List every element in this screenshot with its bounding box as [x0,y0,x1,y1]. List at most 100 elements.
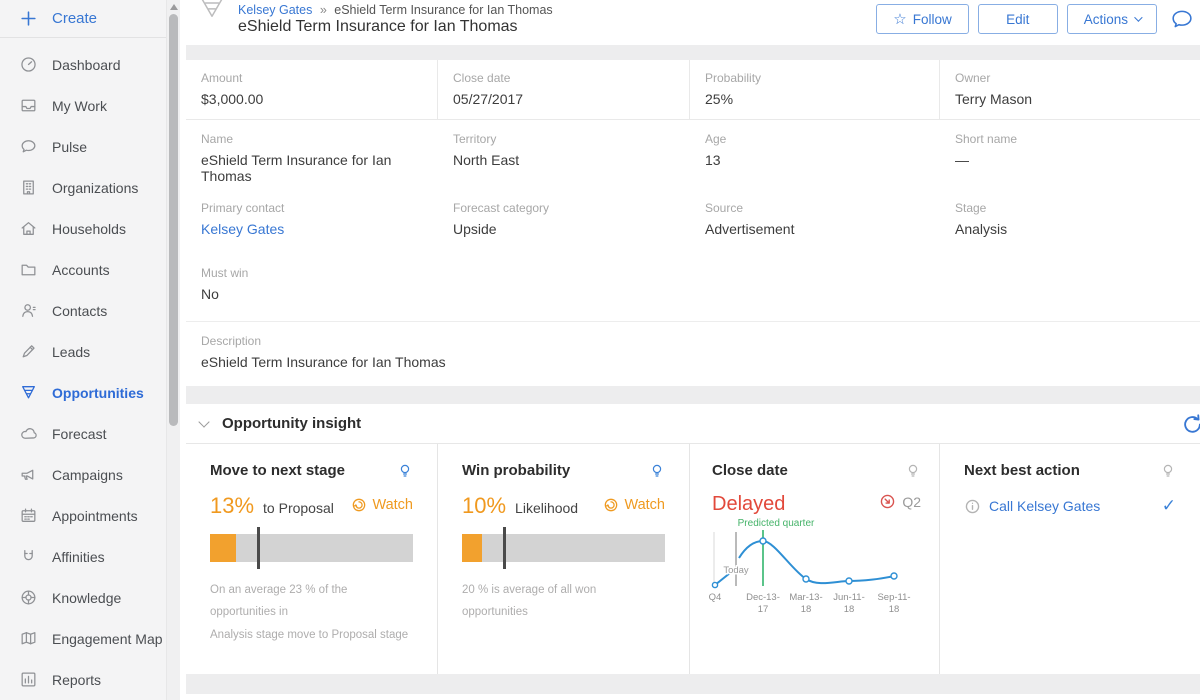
lightbulb-icon [905,463,921,484]
win-percent: 10% [462,493,507,518]
field-name: Name eShield Term Insurance for Ian Thom… [201,132,392,184]
opportunity-funnel-icon [196,0,228,35]
breadcrumb-parent-link[interactable]: Kelsey Gates [238,3,313,17]
sidebar-scrollbar[interactable] [166,0,180,700]
predicted-quarter-label: Predicted quarter [738,518,815,529]
benchmark-marker [502,527,506,569]
sidebar-item-dashboard[interactable]: Dashboard [0,44,166,85]
field-forecast-category: Forecast category Upside [453,201,550,237]
card-win-probability: Win probability 10% Likelihood Watch [438,444,690,674]
insight-title: Opportunity insight [222,415,362,432]
primary-contact-link[interactable]: Kelsey Gates [201,221,285,237]
accept-action-check-icon[interactable]: ✓ [1161,496,1176,515]
collapse-chevron-icon[interactable] [198,415,210,428]
engagement-map-icon [18,629,38,649]
stage-target: to Proposal [263,500,334,516]
card-title: Win probability [462,462,571,479]
contacts-icon [18,301,38,321]
insight-header: Opportunity insight [186,404,1200,444]
card-footnote: 20 % is average of all won opportunities [462,584,597,619]
sidebar-item-opportunities[interactable]: Opportunities [0,372,166,413]
card-title: Next best action [964,462,1080,479]
close-date-status: Delayed [712,493,786,515]
field-short-name: Short name — [955,132,1018,168]
plus-icon [18,9,38,29]
insight-cards: Move to next stage 13% to Proposal Watch [186,444,1200,674]
svg-text:Mar-13-: Mar-13- [789,592,822,603]
my-work-icon [18,96,38,116]
dashboard-icon [18,55,38,75]
win-progress-bar [462,527,665,569]
sidebar-item-contacts[interactable]: Contacts [0,290,166,331]
field-description: Description eShield Term Insurance for I… [186,321,1200,380]
sidebar: Create Dashboard My Work Pulse Organizat… [0,0,166,700]
lightbulb-icon [649,463,665,484]
field-probability: Probability 25% [690,60,940,119]
scrollbar-up-arrow[interactable] [170,4,178,10]
quarter-badge: Q2 [902,493,921,510]
watch-button[interactable]: Watch [603,497,665,513]
sidebar-item-reports[interactable]: Reports [0,659,166,700]
sidebar-item-engagement-map[interactable]: Engagement Map [0,618,166,659]
chat-icon[interactable] [1169,7,1194,32]
stage-percent: 13% [210,493,255,518]
opportunities-icon [18,383,38,403]
sidebar-item-affinities[interactable]: Affinities [0,536,166,577]
leads-icon [18,342,38,362]
sidebar-item-accounts[interactable]: Accounts [0,249,166,290]
chevron-down-icon [1134,13,1143,22]
card-title: Close date [712,462,788,479]
affinities-icon [18,547,38,567]
card-next-best-action: Next best action Call Kelsey Gates ✓ [940,444,1200,674]
field-must-win: Must win No [201,266,249,302]
svg-text:Jun-11-: Jun-11- [833,592,865,603]
sidebar-item-households[interactable]: Households [0,208,166,249]
sidebar-item-forecast[interactable]: Forecast [0,413,166,454]
card-close-date: Close date Delayed Q2 Predicted [690,444,940,674]
card-move-to-next-stage: Move to next stage 13% to Proposal Watch [186,444,438,674]
svg-text:Dec-13-: Dec-13- [746,592,780,603]
progress-fill [462,534,483,562]
progress-fill [210,534,237,562]
watch-button[interactable]: Watch [351,497,413,513]
create-label: Create [52,10,98,27]
next-action-link[interactable]: Call Kelsey Gates [989,498,1101,514]
opportunity-insight-section: Opportunity insight Move to next stage 1… [186,404,1200,674]
refresh-icon[interactable] [1181,413,1200,441]
delayed-trend-icon [879,493,896,510]
svg-text:Q4: Q4 [709,592,722,603]
page-title: eShield Term Insurance for Ian Thomas [238,18,518,35]
actions-button[interactable]: Actions [1066,4,1157,34]
sidebar-item-my-work[interactable]: My Work [0,85,166,126]
field-age: Age 13 [705,132,727,168]
sidebar-item-leads[interactable]: Leads [0,331,166,372]
organizations-icon [18,178,38,198]
follow-button[interactable]: ☆ Follow [876,4,969,34]
sidebar-item-pulse[interactable]: Pulse [0,126,166,167]
edit-button[interactable]: Edit [977,4,1058,34]
sidebar-nav: Dashboard My Work Pulse Organizations Ho… [0,38,166,700]
scrollbar-thumb[interactable] [169,14,178,426]
sidebar-item-knowledge[interactable]: Knowledge [0,577,166,618]
sidebar-item-campaigns[interactable]: Campaigns [0,454,166,495]
forecast-icon [18,424,38,444]
campaigns-icon [18,465,38,485]
fields-row-4: Must win No [186,254,1200,307]
field-owner: Owner Terry Mason [955,71,1033,107]
card-title: Move to next stage [210,462,346,479]
reports-icon [18,670,38,690]
field-territory: Territory North East [453,132,520,168]
breadcrumb-separator: » [319,3,327,17]
sidebar-item-appointments[interactable]: Appointments [0,495,166,536]
field-primary-contact: Primary contact Kelsey Gates [186,189,438,242]
card-footnote: On an average 23 % of the opportunities … [210,584,409,641]
info-icon [964,498,981,515]
create-button[interactable]: Create [0,0,166,38]
main-content: Kelsey Gates » eShield Term Insurance fo… [186,0,1200,700]
star-icon: ☆ [893,10,907,28]
svg-text:18: 18 [844,604,855,615]
sidebar-item-organizations[interactable]: Organizations [0,167,166,208]
field-amount: Amount $3,000.00 [186,60,438,119]
header-actions: ☆ Follow Edit Actions [876,4,1194,34]
